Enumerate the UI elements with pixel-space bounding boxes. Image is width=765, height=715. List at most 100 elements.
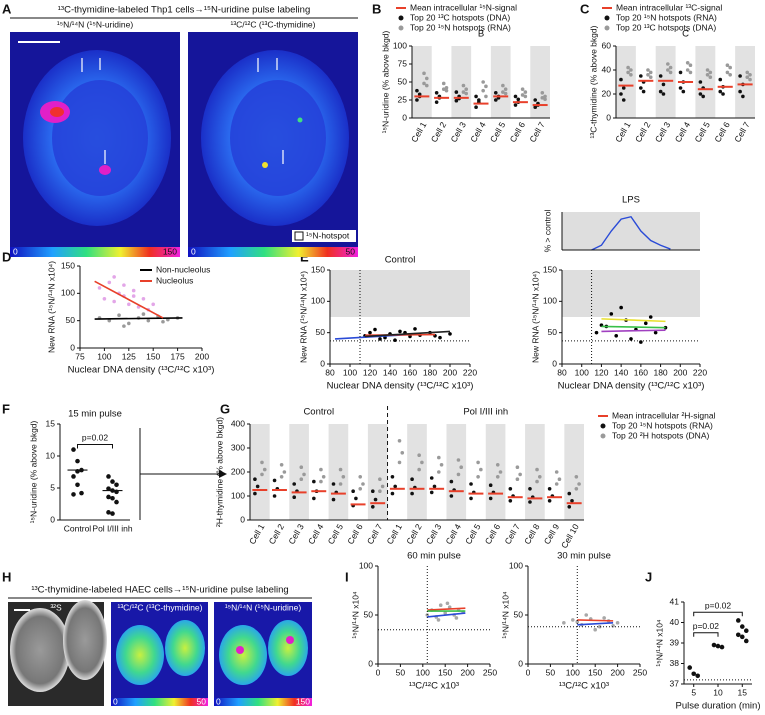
x-tick-label: Cell 3 [424,522,444,546]
column-shade [564,424,584,520]
x-tick-label: Cell 3 [448,120,468,144]
x-tick-label: Cell 2 [633,120,653,144]
flow-arrow [139,428,226,520]
data-point [71,492,76,497]
column-shade [525,424,545,520]
hotspot-point [454,90,459,94]
hotspot-point [417,92,422,97]
x-tick-label: 0 [526,667,531,677]
x-tick-label: 50 [396,667,406,677]
colorbar [214,698,312,706]
colorbar-max: 50 [197,696,207,706]
column-shade [485,424,506,520]
hotspot-point [685,61,690,65]
hotspot-point [698,92,703,96]
hotspot-point [464,87,469,91]
group-label: Pol I/III inh [463,407,508,418]
x-tick-label: 200 [461,667,475,677]
hotspot-point [639,74,643,78]
hotspot-point [476,475,480,479]
hotspot-point [501,90,505,94]
hotspot-point [661,82,666,87]
hotspot-point [498,470,503,474]
y-tick-label: 20 [602,88,612,98]
y-tick-label: 0 [606,112,611,122]
x-tick-label: 80 [557,367,567,377]
hotspot-point [626,70,630,75]
x-tick-label: 100 [566,667,580,677]
group-label: B [478,29,484,40]
data-point [378,337,382,341]
hotspot-point [557,477,562,482]
profile-line [591,215,671,251]
x-tick-label: 15 [738,687,748,697]
x-axis-label: Nuclear DNA density (¹³C/¹²C x10³) [327,381,474,392]
hotspot-point [302,472,306,477]
hotspot-point [540,91,545,95]
colorbar-max: 50 [346,246,356,256]
hotspot-point [528,487,532,491]
hotspot-point [648,75,653,79]
hotspot-point [279,475,284,479]
data-point [575,620,580,624]
hotspot-point [397,439,402,443]
x-tick-label: 120 [363,367,377,377]
x-tick-label: Cell 2 [267,522,287,546]
hotspot-point [666,62,670,66]
x-tick-label: 0 [376,667,381,677]
y-tick-label: 37 [670,678,680,688]
image-caption: ³²S [50,602,62,612]
hotspot-point [464,91,469,96]
legend-label: Top 20 ¹³C hotspots (DNA) [410,12,510,22]
data-point [597,624,602,629]
x-tick-label: Pol I/III inh [92,523,132,533]
hotspot-point [449,494,454,498]
fit-line [427,612,466,618]
column-shade [250,424,270,520]
x-tick-label: 5 [691,687,696,697]
hotspot-point [319,479,323,484]
data-point [110,511,115,516]
data-point [639,340,643,344]
hotspot-point [476,460,480,465]
image-caption: ¹³C/¹²C (¹³C-thymidine) [231,19,316,29]
y-tick-label: 60 [602,40,612,50]
x-tick-label: Cell 6 [483,522,503,546]
data-point [141,312,146,316]
legend-marker [604,15,610,21]
x-tick-label: Cell 7 [502,522,522,546]
hotspot-point [272,494,277,498]
data-point [393,338,397,342]
data-point [368,330,372,335]
x-axis-label: ¹³C/¹²C x10³ [409,681,459,692]
data-point [743,628,749,633]
hotspot-point [393,484,397,489]
y-tick-label: 200 [231,466,245,476]
hotspot-point [666,68,670,72]
x-tick-label: Cell 9 [542,522,562,546]
hotspot-point [567,505,572,509]
hotspot-point [299,477,304,482]
x-tick-label: 150 [438,667,452,677]
data-point [695,673,701,679]
x-tick-label: 250 [483,667,497,677]
panel-letter: D [2,249,11,264]
hotspot-point [721,92,725,96]
hotspot-point [338,467,343,472]
data-point [615,621,620,625]
hotspot-point [454,98,459,103]
hotspot-point [488,483,493,488]
legend-label: Mean intracellular ¹³C-signal [616,2,722,12]
hotspot-point [629,73,633,77]
x-tick-label: 200 [673,367,687,377]
threshold-band [562,212,700,250]
significance-bracket [693,632,719,637]
x-tick-label: 200 [443,367,457,377]
hotspot-point [449,479,454,484]
hotspot-point [619,77,623,82]
hotspot-point [705,73,710,77]
hotspot-point [358,475,363,479]
x-tick-label: Cell 1 [385,522,405,546]
legend-marker [600,423,606,429]
panel-letter: H [2,569,11,584]
